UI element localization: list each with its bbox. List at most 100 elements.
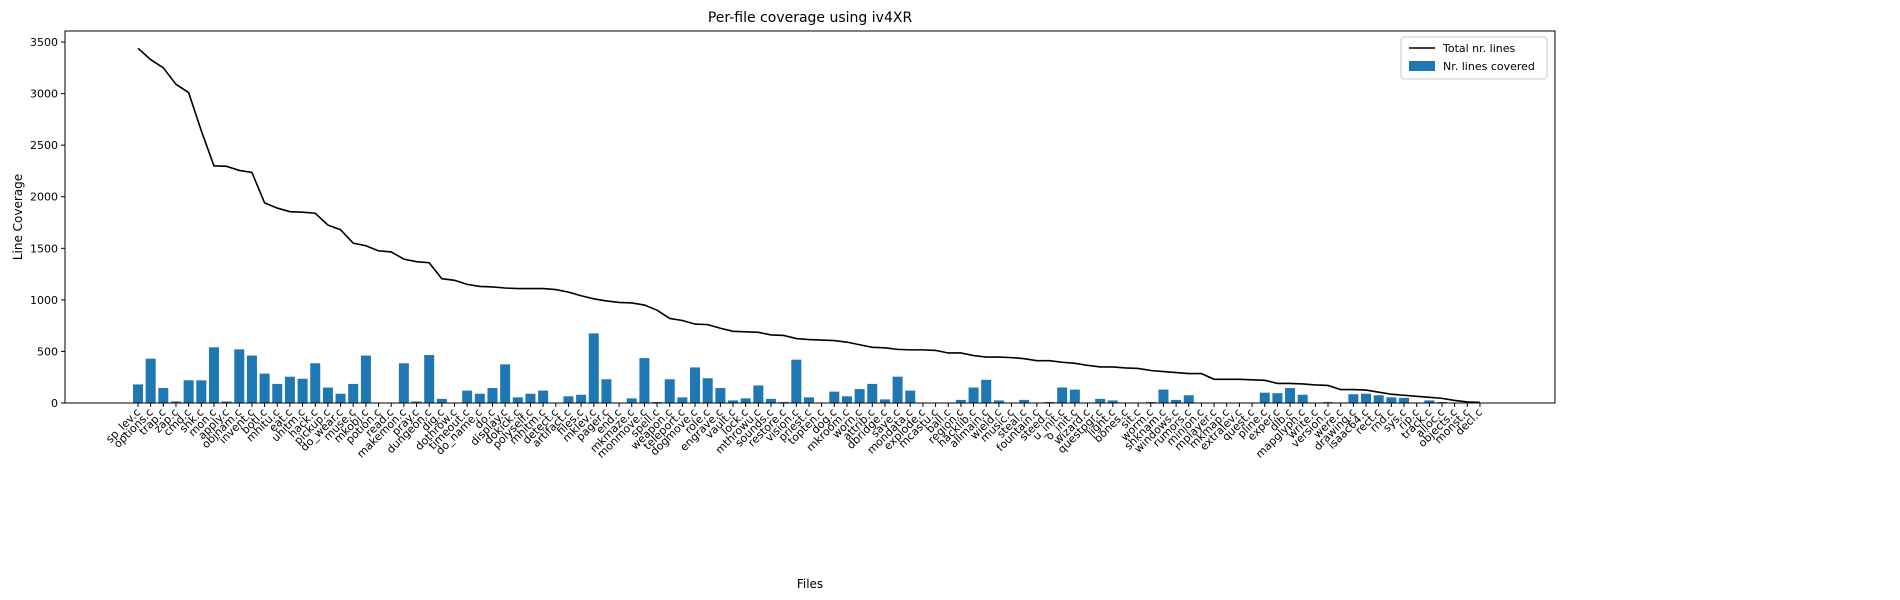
bar xyxy=(892,376,903,403)
legend-label: Nr. lines covered xyxy=(1443,60,1535,73)
bar xyxy=(424,355,435,403)
bar xyxy=(259,373,270,403)
plot-frame xyxy=(64,30,1556,404)
bar xyxy=(297,378,308,403)
bar xyxy=(1285,388,1296,403)
bar xyxy=(1386,397,1397,403)
bar xyxy=(1323,401,1334,403)
y-tick-label: 3000 xyxy=(30,88,58,101)
bar xyxy=(246,355,257,403)
bar xyxy=(360,355,371,403)
bar xyxy=(487,388,498,403)
bar xyxy=(1272,393,1283,403)
bar xyxy=(284,376,295,403)
bar xyxy=(1399,397,1409,403)
bar xyxy=(1057,387,1068,403)
bar xyxy=(1361,393,1372,403)
y-tick-label: 0 xyxy=(51,397,58,410)
bar xyxy=(677,397,688,403)
bar xyxy=(272,383,283,403)
bar xyxy=(854,389,865,403)
bar xyxy=(1259,392,1270,403)
bar xyxy=(1019,399,1030,403)
bar xyxy=(702,378,713,403)
bar xyxy=(1171,399,1182,403)
bar xyxy=(538,390,549,403)
bar xyxy=(766,398,776,403)
bar xyxy=(601,379,612,403)
legend-label: Total nr. lines xyxy=(1442,42,1516,55)
bar xyxy=(158,388,169,403)
bar xyxy=(1158,389,1169,403)
line xyxy=(137,47,1480,404)
bar xyxy=(626,398,637,403)
bar xyxy=(462,390,473,403)
x-axis-label: Files xyxy=(797,577,823,591)
y-tick-label: 500 xyxy=(37,345,58,358)
bar xyxy=(411,401,422,403)
bar xyxy=(1145,401,1156,403)
bar xyxy=(740,398,751,403)
bar xyxy=(753,385,764,403)
y-tick-label: 2500 xyxy=(30,139,58,152)
bar xyxy=(652,401,663,403)
bar xyxy=(803,397,814,403)
bar xyxy=(1424,400,1435,403)
bar xyxy=(563,396,574,403)
chart-title: Per-file coverage using iv4XR xyxy=(708,10,913,26)
bar xyxy=(576,394,587,403)
y-tick-label: 1500 xyxy=(30,242,58,255)
bar xyxy=(525,393,536,403)
bar xyxy=(905,390,916,403)
bar xyxy=(715,388,726,403)
bar xyxy=(778,401,789,403)
bar xyxy=(335,393,346,403)
bar xyxy=(1348,394,1359,403)
bar xyxy=(639,358,650,403)
bar xyxy=(208,347,219,403)
bar xyxy=(1297,394,1308,403)
bar xyxy=(1373,395,1384,403)
bar xyxy=(1436,401,1447,403)
bar xyxy=(664,379,675,403)
bar xyxy=(981,379,992,403)
bar xyxy=(728,400,739,403)
bar xyxy=(196,380,207,403)
bar xyxy=(1107,400,1118,403)
bar xyxy=(1069,389,1080,403)
bar xyxy=(170,401,181,403)
bar xyxy=(955,399,966,403)
bar xyxy=(221,401,232,403)
bar xyxy=(1095,398,1106,403)
bar xyxy=(234,349,245,403)
y-axis-label: Line Coverage xyxy=(11,174,25,260)
bar xyxy=(145,358,156,403)
y-tick-label: 2000 xyxy=(30,191,58,204)
bar xyxy=(348,383,359,403)
bar xyxy=(588,333,599,403)
bar xyxy=(500,364,511,403)
bar xyxy=(183,380,194,403)
bar xyxy=(310,363,321,403)
bar xyxy=(436,398,447,403)
y-tick-label: 1000 xyxy=(30,294,58,307)
bar xyxy=(791,359,802,403)
bar xyxy=(841,396,852,403)
bar xyxy=(968,387,979,403)
bar xyxy=(322,387,333,403)
bar xyxy=(867,383,878,403)
bar xyxy=(1044,401,1055,403)
bar xyxy=(398,363,409,403)
bar xyxy=(133,384,143,403)
legend-box xyxy=(1400,36,1548,80)
bar xyxy=(474,393,485,403)
bar xyxy=(879,399,890,403)
bar xyxy=(993,400,1004,403)
bar xyxy=(512,397,523,403)
bar xyxy=(1183,395,1194,403)
bar xyxy=(829,391,840,403)
bar xyxy=(690,367,701,403)
legend-swatch xyxy=(1409,61,1435,71)
y-tick-label: 3500 xyxy=(30,36,58,49)
